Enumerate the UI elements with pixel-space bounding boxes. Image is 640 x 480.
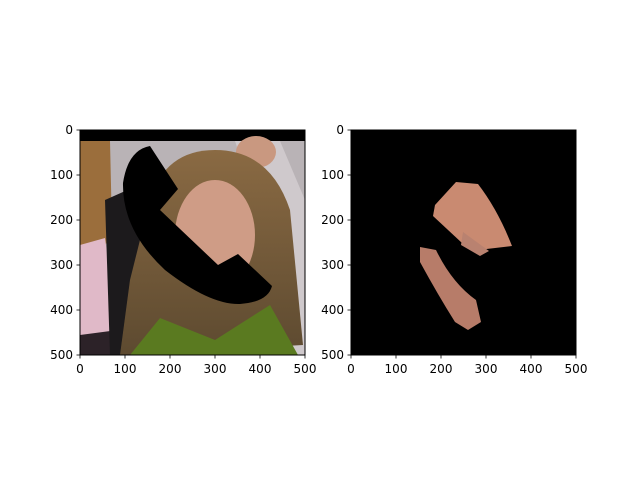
right-x-tick-label: 400: [520, 362, 543, 376]
left-image-top-black-band: [80, 130, 305, 141]
right-image-face-upper: [433, 182, 512, 250]
right-x-tick-label: 200: [430, 362, 453, 376]
right-image-panel: [351, 130, 576, 355]
right-y-tick-label: 400: [321, 303, 344, 317]
left-axes-frame: [79, 129, 306, 356]
left-y-tick-label: 500: [50, 348, 73, 362]
left-x-tick-label: 200: [159, 362, 182, 376]
left-x-tick-label: 0: [76, 362, 84, 376]
right-y-tick-label: 0: [336, 123, 344, 137]
right-image-face-middle: [461, 232, 489, 256]
right-x-tick-label: 300: [475, 362, 498, 376]
left-image-curly-hair-person: [80, 141, 112, 262]
right-x-tick-label: 500: [565, 362, 588, 376]
left-x-tick-label: 400: [249, 362, 272, 376]
left-y-tick-label: 0: [65, 123, 73, 137]
left-y-tick-label: 200: [50, 213, 73, 227]
right-x-tick-label: 0: [347, 362, 355, 376]
left-image-green-top: [130, 305, 298, 355]
right-y-tick-label: 100: [321, 168, 344, 182]
left-x-tick-label: 100: [114, 362, 137, 376]
left-image-panel: [80, 130, 305, 355]
left-x-tick-label: 300: [204, 362, 227, 376]
left-image-pink-shirt: [80, 238, 118, 335]
right-image-face-lower: [420, 247, 481, 330]
left-y-tick-label: 300: [50, 258, 73, 272]
right-y-tick-label: 500: [321, 348, 344, 362]
left-y-tick-label: 100: [50, 168, 73, 182]
right-y-tick-label: 200: [321, 213, 344, 227]
right-x-tick-label: 100: [385, 362, 408, 376]
right-axes-frame: [350, 129, 577, 356]
right-y-tick-label: 300: [321, 258, 344, 272]
left-y-tick-label: 400: [50, 303, 73, 317]
left-x-tick-label: 500: [294, 362, 317, 376]
left-image-black-mask: [122, 146, 273, 305]
